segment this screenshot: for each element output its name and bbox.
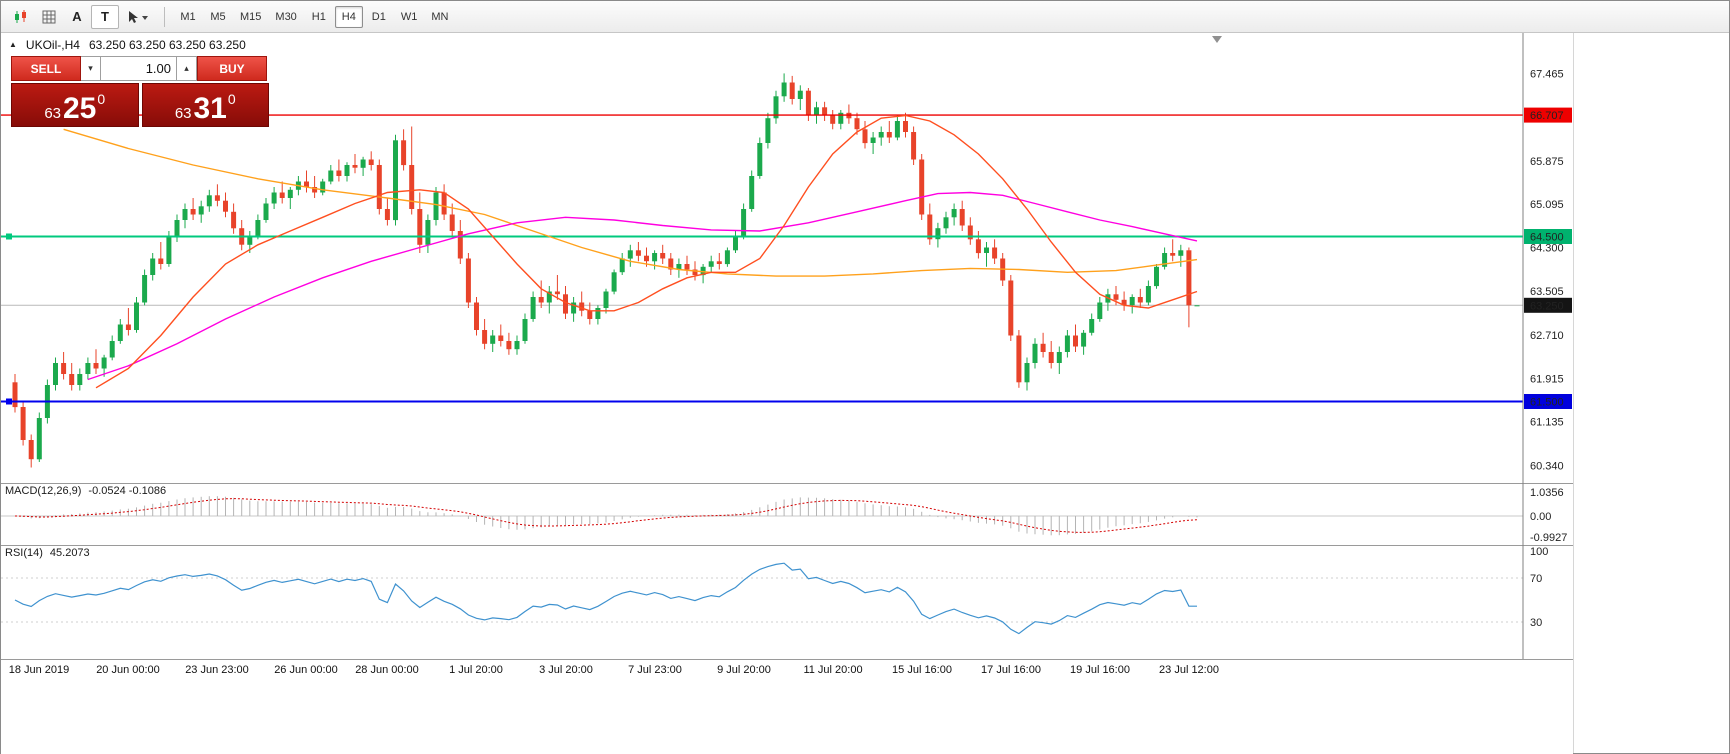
price-tick-label: 64.300 xyxy=(1530,243,1564,255)
svg-text:0.00: 0.00 xyxy=(1530,511,1551,523)
bottom-filler xyxy=(1,681,1573,754)
pane-divider-rsi[interactable] xyxy=(1,543,1573,547)
rsi-line xyxy=(14,562,1197,635)
buy-price-display: 63 31 0 xyxy=(141,83,269,127)
svg-text:100: 100 xyxy=(1530,546,1548,558)
one-click-trading-panel: SELL ▾ ▴ BUY 63 25 0 63 31 0 xyxy=(11,56,269,127)
price-chart-pane[interactable]: 67.465 66.707 65.875 65.095 64.300 63.505 62.7… xyxy=(1,33,1573,483)
time-axis-label: 19 Jul 16:00 xyxy=(1070,664,1130,676)
sell-price-pips: 25 xyxy=(63,92,97,126)
timeframe-button-h4[interactable]: H4 xyxy=(334,5,363,28)
time-axis-label: 7 Jul 23:00 xyxy=(628,664,682,676)
text-button[interactable]: T xyxy=(91,4,119,29)
buy-price-pips: 31 xyxy=(193,92,227,126)
time-axis-label: 18 Jun 2019 xyxy=(8,664,70,676)
timeframe-button-m5[interactable]: M5 xyxy=(210,10,226,23)
price-tick-label: 67.465 xyxy=(1530,68,1564,80)
svg-text:70: 70 xyxy=(1530,573,1542,585)
chart-window: 67.465 66.707 65.875 65.095 64.300 63.505 62.7… xyxy=(1,33,1573,754)
moving-averages xyxy=(63,114,1198,389)
price-tick-label: 65.095 xyxy=(1530,199,1564,211)
timeframe-button-h1[interactable]: H1 xyxy=(311,10,326,23)
price-tick-label: 62.710 xyxy=(1530,330,1564,342)
workspace: 67.465 66.707 65.875 65.095 64.300 63.505 62.7… xyxy=(1,33,1729,754)
ma-fast-red xyxy=(95,114,1198,389)
time-axis-label: 3 Jul 20:00 xyxy=(539,664,593,676)
svg-text:30: 30 xyxy=(1530,617,1542,629)
timeframe-button-m1[interactable]: M1 xyxy=(180,10,196,23)
timeframe-toolbar: M1 M5 M15 M30 H1 H4 D1 W1 MN xyxy=(174,5,454,28)
price-tag xyxy=(1524,107,1572,123)
ma-medium-magenta xyxy=(87,191,1198,381)
price-tag-label: 66.707 xyxy=(1530,110,1564,122)
price-tag xyxy=(1524,297,1572,313)
buy-button[interactable]: BUY xyxy=(197,56,267,81)
price-tag-label: 64.500 xyxy=(1530,232,1564,244)
sell-button[interactable]: SELL xyxy=(11,56,81,81)
candlesticks xyxy=(12,73,1200,468)
svg-text:1.0356: 1.0356 xyxy=(1530,487,1564,499)
buy-price-big-figure: 63 xyxy=(174,104,192,122)
toolbar-separator xyxy=(164,6,165,27)
macd-scale: 1.0356 0.00 -0.9927 xyxy=(1530,487,1567,544)
macd-pane[interactable]: 1.0356 0.00 -0.9927 xyxy=(1,483,1573,545)
empty-side-panel xyxy=(1573,33,1729,753)
caret-down-icon: ▾ xyxy=(88,63,93,73)
time-axis-label: 26 Jun 00:00 xyxy=(274,664,338,676)
price-tag-label: 61.500 xyxy=(1530,397,1564,409)
price-tick-label: 65.875 xyxy=(1530,156,1564,168)
time-axis-label: 28 Jun 00:00 xyxy=(355,664,419,676)
time-axis-label: 11 Jul 20:00 xyxy=(803,664,863,676)
price-tick-label: 61.135 xyxy=(1530,417,1564,429)
text-label-button[interactable]: A xyxy=(63,5,91,29)
sell-price-display: 63 25 0 xyxy=(11,83,139,127)
dropdown-caret-icon xyxy=(142,15,148,20)
time-axis-label: 15 Jul 16:00 xyxy=(892,664,952,676)
price-tag xyxy=(1524,394,1572,409)
volume-increase-button[interactable]: ▴ xyxy=(177,56,197,81)
caret-up-icon: ▴ xyxy=(184,63,189,73)
price-tick-label: 60.340 xyxy=(1530,460,1564,472)
timeframe-button-m15[interactable]: M15 xyxy=(240,10,262,23)
grid-button[interactable] xyxy=(35,5,63,29)
time-axis-label: 23 Jun 23:00 xyxy=(185,664,249,676)
letter-a-icon: A xyxy=(72,9,82,24)
cursor-icon xyxy=(129,10,148,23)
time-axis-label: 1 Jul 20:00 xyxy=(449,664,503,676)
price-axis-labels: 67.465 66.707 65.875 65.095 64.300 63.505 62.7… xyxy=(1524,68,1572,472)
time-axis-label: 17 Jul 16:00 xyxy=(981,664,1041,676)
svg-text:-0.9927: -0.9927 xyxy=(1530,532,1567,544)
buy-price-point: 0 xyxy=(227,91,236,107)
pane-divider-macd[interactable] xyxy=(1,481,1573,485)
grid-icon xyxy=(42,10,56,23)
timeframe-button-w1[interactable]: W1 xyxy=(400,10,418,23)
letter-t-icon: T xyxy=(101,9,109,24)
rsi-scale: 100 70 30 xyxy=(1530,546,1548,629)
timeframe-button-m30[interactable]: M30 xyxy=(275,10,297,23)
macd-histogram xyxy=(22,496,1198,536)
price-tag xyxy=(1524,229,1572,244)
toolbar: A T M1 M5 M15 M30 H1 H4 D1 W1 MN xyxy=(1,1,1729,33)
candlestick-chart-button[interactable] xyxy=(7,5,35,29)
price-tick-label: 63.505 xyxy=(1530,286,1564,298)
cursor-tool-button[interactable] xyxy=(119,5,155,29)
rsi-pane[interactable]: 100 70 30 xyxy=(1,545,1573,659)
sell-price-big-figure: 63 xyxy=(44,104,61,122)
timeframe-button-d1[interactable]: D1 xyxy=(371,10,386,23)
time-axis-label: 20 Jun 00:00 xyxy=(96,664,160,676)
candlestick-chart-icon xyxy=(15,9,26,23)
price-tag-label: 63.250 xyxy=(1530,300,1564,312)
time-axis-label: 9 Jul 20:00 xyxy=(717,664,771,676)
volume-decrease-button[interactable]: ▾ xyxy=(81,56,101,81)
ma-slow-orange xyxy=(63,128,1198,277)
sell-price-point: 0 xyxy=(97,91,106,107)
time-axis-label: 23 Jul 12:00 xyxy=(1159,664,1219,676)
price-tick-label: 61.915 xyxy=(1530,374,1564,386)
volume-input[interactable] xyxy=(101,56,177,81)
timeframe-button-mn[interactable]: MN xyxy=(431,10,449,23)
time-axis: 18 Jun 2019 20 Jun 00:00 23 Jun 23:00 26 Ju… xyxy=(1,659,1573,681)
chart-shift-marker-icon xyxy=(1212,36,1222,43)
